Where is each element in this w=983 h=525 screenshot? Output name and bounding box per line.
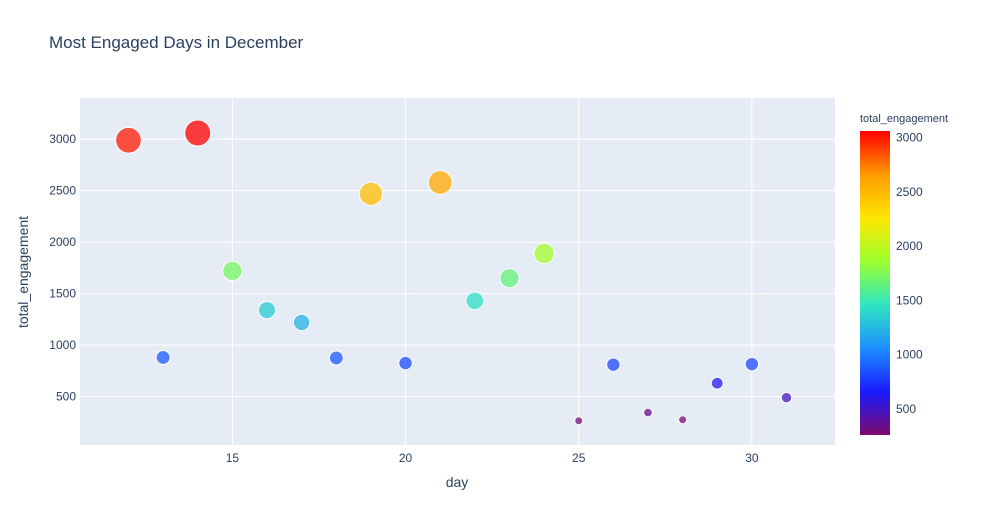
y-tick-label: 1000 (49, 338, 76, 352)
x-axis-ticks: 15 20 25 30 (226, 451, 759, 465)
x-tick-label: 15 (226, 451, 240, 465)
data-point (427, 169, 453, 195)
colorbar-tick-label: 500 (896, 402, 916, 416)
data-point (780, 391, 793, 404)
y-axis-title: total_engagement (15, 216, 31, 328)
data-point (574, 416, 584, 426)
y-tick-label: 2000 (49, 235, 76, 249)
data-point (643, 407, 653, 418)
chart-title: Most Engaged Days in December (49, 33, 304, 52)
data-point (115, 126, 142, 154)
colorbar-tick-label: 1500 (896, 293, 923, 307)
colorbar-tick-label: 1000 (896, 348, 923, 362)
data-point (358, 181, 384, 206)
plot-area (80, 98, 835, 445)
data-point (398, 355, 413, 371)
data-point (155, 350, 171, 365)
x-tick-label: 25 (572, 451, 586, 465)
data-point (222, 260, 243, 282)
gridlines (80, 98, 835, 445)
y-tick-label: 1500 (49, 287, 76, 301)
data-point (710, 376, 724, 390)
colorbar (860, 131, 890, 435)
colorbar-tick-label: 2000 (896, 239, 923, 253)
x-tick-label: 20 (399, 451, 413, 465)
data-points (115, 119, 793, 426)
data-point (678, 415, 688, 425)
data-point (184, 119, 212, 147)
data-point (533, 242, 555, 265)
y-tick-label: 2500 (49, 184, 76, 198)
data-point (328, 350, 344, 366)
data-point (292, 313, 311, 332)
data-point (744, 356, 760, 372)
y-tick-label: 3000 (49, 132, 76, 146)
colorbar-ticks: 500 1000 1500 2000 2500 3000 (896, 131, 923, 416)
x-tick-label: 30 (745, 451, 759, 465)
colorbar-tick-label: 2500 (896, 185, 923, 199)
colorbar-title: total_engagement (860, 113, 948, 125)
data-point (465, 291, 485, 311)
y-tick-label: 500 (56, 390, 76, 404)
y-axis-ticks: 500 1000 1500 2000 2500 3000 (49, 132, 76, 403)
x-axis-title: day (446, 474, 469, 490)
data-point (257, 301, 277, 320)
data-point (499, 268, 520, 289)
data-point (606, 357, 621, 372)
colorbar-tick-label: 3000 (896, 131, 923, 145)
